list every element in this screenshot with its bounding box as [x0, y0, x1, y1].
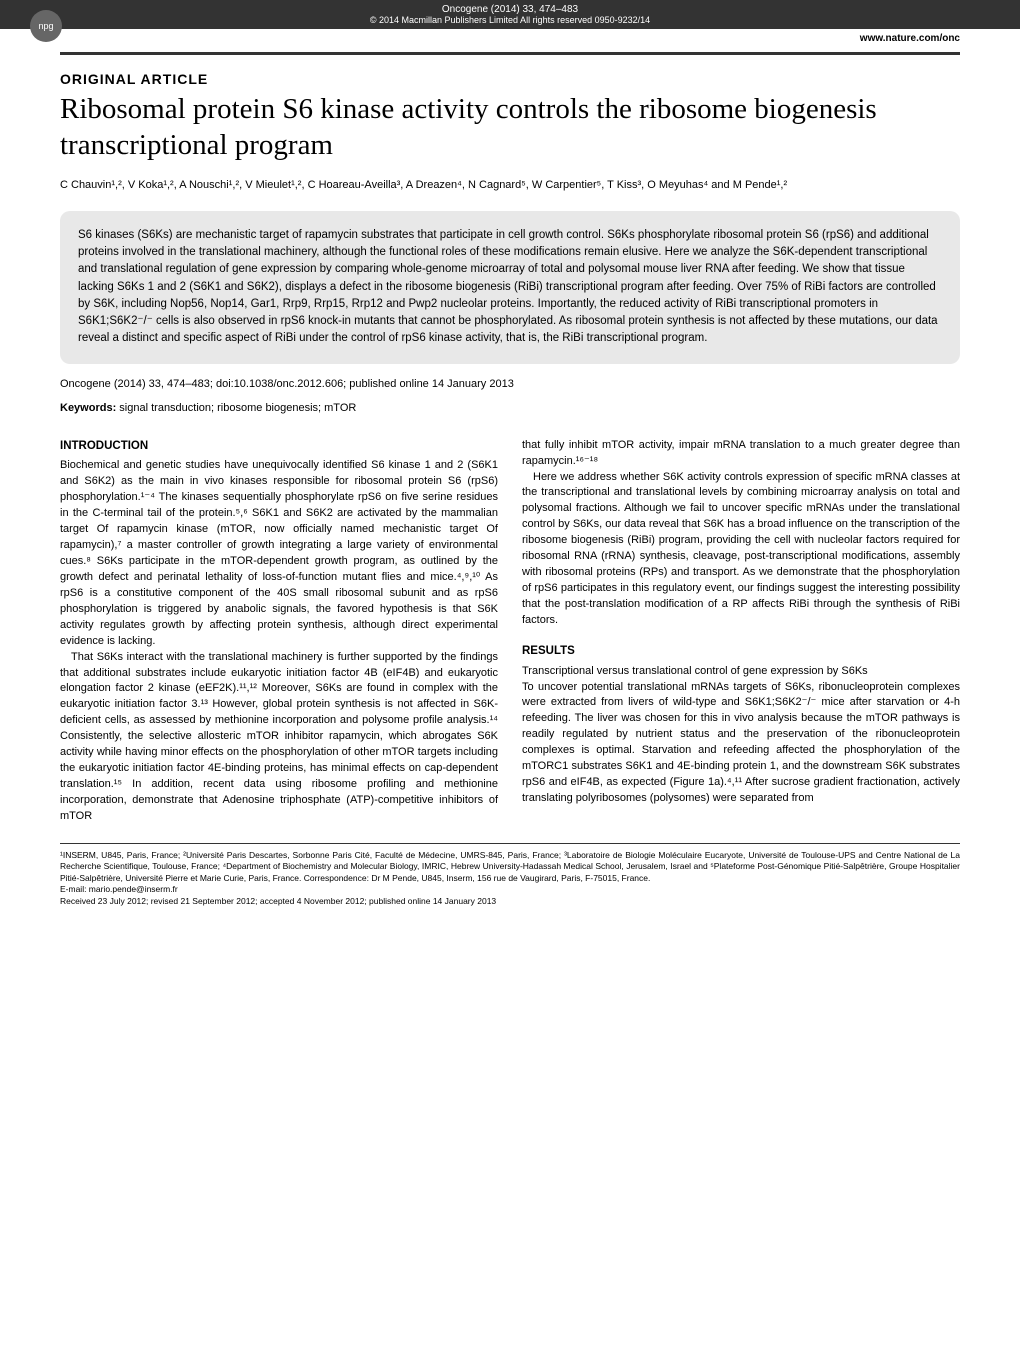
doi-text: Oncogene (2014) 33, 474–483; doi:10.1038… — [60, 378, 514, 390]
header-bar: Oncogene (2014) 33, 474–483 © 2014 Macmi… — [0, 0, 1020, 29]
abstract-box: S6 kinases (S6Ks) are mechanistic target… — [60, 211, 960, 364]
affiliations: ¹INSERM, U845, Paris, France; ²Universit… — [60, 850, 960, 884]
doi-line: Oncogene (2014) 33, 474–483; doi:10.1038… — [60, 378, 960, 390]
results-subheading: Transcriptional versus translational con… — [522, 664, 960, 680]
col2-paragraph-2: Here we address whether S6K activity con… — [522, 470, 960, 629]
article-type: ORIGINAL ARTICLE — [60, 71, 960, 87]
article-title: Ribosomal protein S6 kinase activity con… — [60, 91, 960, 164]
keywords-line: Keywords: signal transduction; ribosome … — [60, 402, 960, 414]
npg-badge: npg — [30, 10, 62, 42]
header-divider — [60, 52, 960, 55]
footnotes: ¹INSERM, U845, Paris, France; ²Universit… — [60, 843, 960, 907]
left-column: INTRODUCTION Biochemical and genetic stu… — [60, 438, 498, 825]
col2-paragraph-1: that fully inhibit mTOR activity, impair… — [522, 438, 960, 470]
correspondence-email: E-mail: mario.pende@inserm.fr — [60, 884, 960, 895]
keywords-text: signal transduction; ribosome biogenesis… — [116, 402, 356, 414]
journal-line: Oncogene (2014) 33, 474–483 — [0, 4, 1020, 15]
url-line: www.nature.com/onc — [0, 29, 1020, 46]
results-paragraph-1: To uncover potential translational mRNAs… — [522, 680, 960, 808]
authors-line: C Chauvin¹,², V Koka¹,², A Nouschi¹,², V… — [60, 178, 960, 193]
intro-paragraph-1: Biochemical and genetic studies have une… — [60, 458, 498, 649]
keywords-label: Keywords: — [60, 402, 116, 414]
right-column: that fully inhibit mTOR activity, impair… — [522, 438, 960, 825]
received-dates: Received 23 July 2012; revised 21 Septem… — [60, 896, 960, 907]
introduction-heading: INTRODUCTION — [60, 438, 498, 455]
two-column-body: INTRODUCTION Biochemical and genetic stu… — [60, 438, 960, 825]
results-heading: RESULTS — [522, 643, 960, 660]
copyright-line: © 2014 Macmillan Publishers Limited All … — [0, 15, 1020, 25]
intro-paragraph-2: That S6Ks interact with the translationa… — [60, 650, 498, 825]
article-content: ORIGINAL ARTICLE Ribosomal protein S6 ki… — [0, 71, 1020, 947]
